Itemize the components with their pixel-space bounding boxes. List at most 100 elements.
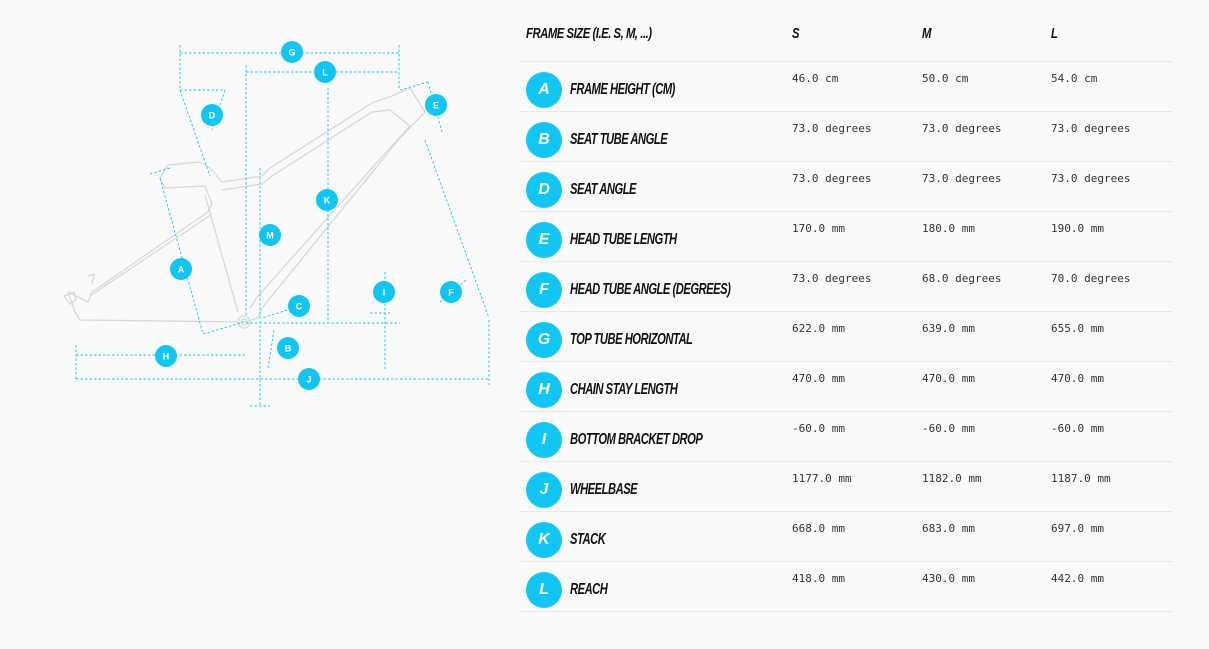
svg-text:K: K bbox=[324, 196, 331, 206]
row-label: STACK bbox=[570, 531, 606, 548]
size-header-s: S bbox=[792, 26, 800, 42]
value-s: 1177.0 mm bbox=[792, 472, 852, 485]
svg-text:H: H bbox=[163, 352, 170, 362]
value-m: 180.0 mm bbox=[922, 222, 975, 235]
row-label: HEAD TUBE ANGLE (DEGREES) bbox=[570, 281, 731, 298]
value-l: 70.0 degrees bbox=[1051, 272, 1131, 285]
value-s: 73.0 degrees bbox=[792, 172, 872, 185]
table-row-seat-angle: D SEAT ANGLE 73.0 degrees 73.0 degrees 7… bbox=[520, 162, 1172, 212]
value-s: -60.0 mm bbox=[792, 422, 845, 435]
marker-f: F bbox=[440, 281, 462, 303]
row-label: CHAIN STAY LENGTH bbox=[570, 381, 678, 398]
svg-text:E: E bbox=[433, 101, 439, 111]
frame-geometry-diagram: G L D E K M A C I F B H J bbox=[63, 41, 490, 407]
row-label: TOP TUBE HORIZONTAL bbox=[570, 331, 693, 348]
value-l: 442.0 mm bbox=[1051, 572, 1104, 585]
marker-g: G bbox=[281, 41, 303, 63]
row-badge: D bbox=[526, 172, 562, 208]
row-badge: B bbox=[526, 122, 562, 158]
svg-text:I: I bbox=[383, 288, 386, 298]
geometry-table: FRAME SIZE (I.E. S, M, ...) S M L A FRAM… bbox=[520, 12, 1172, 612]
table-row-seat-tube-angle: B SEAT TUBE ANGLE 73.0 degrees 73.0 degr… bbox=[520, 112, 1172, 162]
row-badge: F bbox=[526, 272, 562, 308]
value-s: 73.0 degrees bbox=[792, 272, 872, 285]
row-badge: H bbox=[526, 372, 562, 408]
value-m: 50.0 cm bbox=[922, 72, 969, 85]
table-row-wheelbase: J WHEELBASE 1177.0 mm 1182.0 mm 1187.0 m… bbox=[520, 462, 1172, 512]
value-l: 1187.0 mm bbox=[1051, 472, 1111, 485]
svg-text:D: D bbox=[209, 111, 216, 121]
marker-h: H bbox=[155, 345, 177, 367]
row-label: HEAD TUBE LENGTH bbox=[570, 231, 677, 248]
value-s: 73.0 degrees bbox=[792, 122, 872, 135]
value-m: 73.0 degrees bbox=[922, 172, 1002, 185]
value-s: 46.0 cm bbox=[792, 72, 839, 85]
row-badge: L bbox=[526, 572, 562, 608]
value-m: 430.0 mm bbox=[922, 572, 975, 585]
value-l: 73.0 degrees bbox=[1051, 122, 1131, 135]
row-label: FRAME HEIGHT (CM) bbox=[570, 81, 675, 98]
table-row-top-tube-horizontal: G TOP TUBE HORIZONTAL 622.0 mm 639.0 mm … bbox=[520, 312, 1172, 362]
value-m: 470.0 mm bbox=[922, 372, 975, 385]
size-header-m: M bbox=[922, 26, 931, 42]
svg-text:B: B bbox=[285, 344, 292, 354]
svg-text:L: L bbox=[322, 68, 328, 78]
value-m: 73.0 degrees bbox=[922, 122, 1002, 135]
svg-text:F: F bbox=[448, 288, 454, 298]
svg-text:C: C bbox=[296, 302, 303, 312]
row-label: BOTTOM BRACKET DROP bbox=[570, 431, 703, 448]
marker-d: D bbox=[201, 104, 223, 126]
frame-size-header: FRAME SIZE (I.E. S, M, ...) bbox=[526, 26, 652, 42]
value-s: 668.0 mm bbox=[792, 522, 845, 535]
dimension-markers: G L D E K M A C I F B H J bbox=[155, 41, 462, 390]
value-m: 1182.0 mm bbox=[922, 472, 982, 485]
row-badge: K bbox=[526, 522, 562, 558]
value-m: -60.0 mm bbox=[922, 422, 975, 435]
row-badge: I bbox=[526, 422, 562, 458]
table-row-head-tube-length: E HEAD TUBE LENGTH 170.0 mm 180.0 mm 190… bbox=[520, 212, 1172, 262]
table-row-reach: L REACH 418.0 mm 430.0 mm 442.0 mm bbox=[520, 562, 1172, 612]
marker-j: J bbox=[298, 368, 320, 390]
size-header-l: L bbox=[1051, 26, 1058, 42]
table-header: FRAME SIZE (I.E. S, M, ...) S M L bbox=[520, 12, 1172, 62]
row-label: SEAT TUBE ANGLE bbox=[570, 131, 668, 148]
value-l: 190.0 mm bbox=[1051, 222, 1104, 235]
marker-a: A bbox=[170, 258, 192, 280]
value-m: 68.0 degrees bbox=[922, 272, 1002, 285]
value-m: 639.0 mm bbox=[922, 322, 975, 335]
value-l: 697.0 mm bbox=[1051, 522, 1104, 535]
bike-frame-outline bbox=[63, 87, 426, 329]
svg-text:M: M bbox=[266, 231, 274, 241]
table-row-bottom-bracket-drop: I BOTTOM BRACKET DROP -60.0 mm -60.0 mm … bbox=[520, 412, 1172, 462]
svg-text:J: J bbox=[306, 375, 311, 385]
svg-text:A: A bbox=[178, 265, 185, 275]
table-row-head-tube-angle: F HEAD TUBE ANGLE (DEGREES) 73.0 degrees… bbox=[520, 262, 1172, 312]
table-row-chain-stay-length: H CHAIN STAY LENGTH 470.0 mm 470.0 mm 47… bbox=[520, 362, 1172, 412]
value-l: 73.0 degrees bbox=[1051, 172, 1131, 185]
svg-text:G: G bbox=[288, 48, 295, 58]
table-row-frame-height: A FRAME HEIGHT (CM) 46.0 cm 50.0 cm 54.0… bbox=[520, 62, 1172, 112]
marker-k: K bbox=[316, 189, 338, 211]
row-badge: A bbox=[526, 72, 562, 108]
marker-b: B bbox=[277, 337, 299, 359]
marker-i: I bbox=[373, 281, 395, 303]
row-badge: J bbox=[526, 472, 562, 508]
marker-c: C bbox=[288, 295, 310, 317]
row-badge: G bbox=[526, 322, 562, 358]
value-l: 470.0 mm bbox=[1051, 372, 1104, 385]
value-l: 655.0 mm bbox=[1051, 322, 1104, 335]
row-badge: E bbox=[526, 222, 562, 258]
value-l: -60.0 mm bbox=[1051, 422, 1104, 435]
value-l: 54.0 cm bbox=[1051, 72, 1098, 85]
row-label: SEAT ANGLE bbox=[570, 181, 637, 198]
marker-e: E bbox=[425, 94, 447, 116]
marker-m: M bbox=[259, 224, 281, 246]
value-s: 470.0 mm bbox=[792, 372, 845, 385]
table-row-stack: K STACK 668.0 mm 683.0 mm 697.0 mm bbox=[520, 512, 1172, 562]
value-m: 683.0 mm bbox=[922, 522, 975, 535]
row-label: REACH bbox=[570, 581, 608, 598]
marker-l: L bbox=[314, 61, 336, 83]
value-s: 418.0 mm bbox=[792, 572, 845, 585]
row-label: WHEELBASE bbox=[570, 481, 638, 498]
value-s: 622.0 mm bbox=[792, 322, 845, 335]
